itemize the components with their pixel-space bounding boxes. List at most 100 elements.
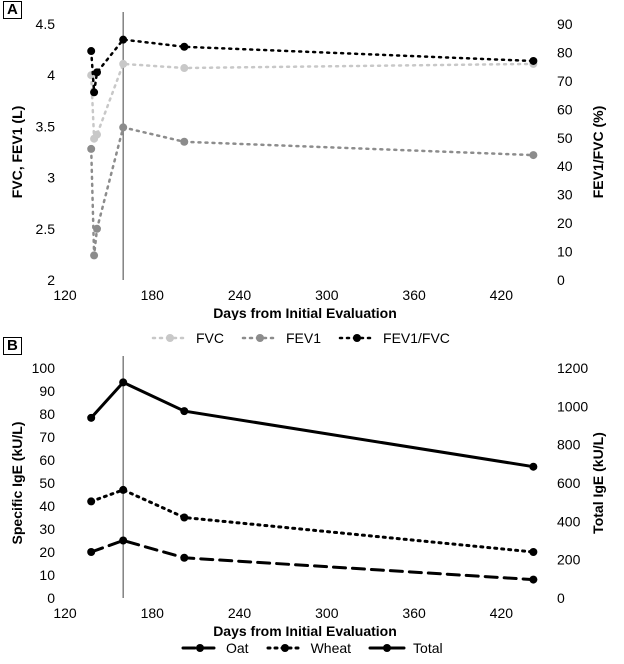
- chart-b-series-total-point: [87, 413, 96, 422]
- chart-a-series-fev1-point: [93, 224, 101, 233]
- chart-b-y2-tick-label: 800: [557, 437, 581, 453]
- chart-b-legend-swatch-oat: [181, 644, 219, 652]
- legend-b: Oat Wheat Total: [180, 640, 443, 656]
- chart-b-x-tick-label: 120: [53, 605, 77, 621]
- chart-b-x-tick-label: 360: [402, 605, 426, 621]
- chart-b-x-tick-label: 300: [315, 605, 339, 621]
- chart-a-series-fev1-fvc-point: [93, 68, 101, 77]
- chart-a-series-fev1-fvc-point: [87, 47, 96, 56]
- chart-b-legend-swatch-marker: [383, 644, 392, 652]
- chart-a-series-fev1-point: [90, 251, 99, 260]
- chart-a-y2-tick-label: 10: [557, 244, 573, 260]
- chart-b-series-oat-point: [119, 536, 128, 545]
- chart-a-y-tick-label: 3.5: [36, 118, 56, 134]
- chart-a-x-tick-label: 420: [490, 287, 514, 303]
- chart-b-x-tick-label: 240: [228, 605, 252, 621]
- chart-a: 2 2.5 3 3.5 4 4.5 0 10 20 30 40 50 60 70 80 90 120 180 240…: [9, 12, 606, 320]
- chart-a-x-tick-label: 360: [402, 287, 426, 303]
- chart-b-y-tick-label: 50: [39, 475, 55, 491]
- chart-a-series-fev1-fvc-point: [119, 35, 128, 44]
- chart-b-series-wheat-point: [529, 548, 538, 556]
- chart-b-series-oat-point: [87, 548, 96, 556]
- chart-a-y2-tick-label: 0: [557, 272, 565, 288]
- chart-a-x-tick-label: 120: [53, 287, 77, 303]
- chart-b-y2-axis-title: Total IgE (kU/L): [590, 432, 606, 534]
- chart-a-legend-item-fev1-fvc: FEV1/FVC: [337, 330, 450, 346]
- chart-b-y2-tick-label: 400: [557, 513, 581, 529]
- chart-a-legend-swatch-fvc: [151, 334, 189, 342]
- chart-a-y2-tick-label: 20: [557, 215, 573, 231]
- chart-b-x-axis-title: Days from Initial Evaluation: [213, 623, 397, 639]
- chart-b-series-total-point: [529, 462, 538, 471]
- chart-a-series-fev1-point: [87, 144, 96, 153]
- chart-a-y2-tick-label: 40: [557, 158, 573, 174]
- chart-b-legend-swatch-marker: [280, 644, 289, 652]
- chart-a-y2-tick-label: 80: [557, 44, 573, 60]
- chart-b-x-tick-label: 180: [141, 605, 165, 621]
- chart-a-legend-swatch-marker: [353, 334, 362, 342]
- chart-b-legend-swatch-wheat: [266, 644, 304, 652]
- legend-a: FVC FEV1 FEV1/FVC: [150, 330, 450, 346]
- chart-a-y-axis-title: FVC, FEV1 (L): [9, 106, 25, 199]
- chart-b-legend-label: Oat: [226, 640, 249, 656]
- chart-a-legend-swatch-marker: [166, 334, 174, 342]
- chart-a-series-fev1-point: [119, 123, 128, 132]
- chart-a-legend-swatch-fev1: [241, 334, 279, 342]
- chart-b-y-axis-title: Specific IgE (kU/L): [9, 422, 25, 545]
- chart-a-legend-item-fev1: FEV1: [240, 330, 321, 346]
- chart-a-x-tick-label: 180: [141, 287, 165, 303]
- chart-a-legend-swatch-marker: [256, 334, 264, 342]
- chart-a-legend-label: FVC: [196, 330, 224, 346]
- chart-a-series-fev1-point: [180, 137, 189, 146]
- panel-label-a: A: [3, 1, 22, 19]
- chart-b-x-tick-label: 420: [490, 605, 514, 621]
- chart-b-series-wheat-line: [89, 488, 535, 554]
- chart-a-y-tick-label: 4.5: [36, 16, 56, 32]
- chart-a-series-fev1-fvc-point: [90, 88, 99, 97]
- panel-label-b: B: [3, 337, 22, 355]
- chart-a-series-fvc-point: [180, 64, 189, 73]
- chart-b-y2-tick-label: 1000: [557, 398, 588, 414]
- chart-a-legend-item-fvc: FVC: [150, 330, 224, 346]
- chart-b-legend-item-wheat: Wheat: [265, 640, 351, 656]
- chart-b-series-total-line: [89, 380, 535, 469]
- chart-b-y-tick-label: 60: [39, 452, 55, 468]
- chart-a-series-fev1-fvc-point: [180, 42, 189, 51]
- chart-a-series-fev1-fvc-point: [529, 56, 538, 65]
- chart-b-y-tick-label: 40: [39, 498, 55, 514]
- chart-b-series-wheat-point: [180, 513, 189, 522]
- chart-b-y2-tick-label: 0: [557, 590, 565, 606]
- chart-b-y-tick-label: 100: [32, 360, 56, 376]
- chart-a-legend-swatch-fev1-fvc: [338, 334, 376, 342]
- chart-b-y-tick-label: 0: [47, 590, 55, 606]
- chart-b-y-tick-label: 10: [39, 567, 55, 583]
- chart-a-y-tick-label: 2: [47, 272, 55, 288]
- chart-b-legend-item-oat: Oat: [180, 640, 249, 656]
- chart-a-y2-tick-label: 70: [557, 73, 573, 89]
- chart-b-y-tick-label: 80: [39, 406, 55, 422]
- chart-a-series-fvc-point: [119, 59, 128, 68]
- chart-a-x-tick-label: 240: [228, 287, 252, 303]
- chart-b: 0102030405060708090100020040060080010001…: [9, 356, 606, 639]
- chart-a-x-axis-title: Days from Initial Evaluation: [213, 305, 397, 320]
- chart-b-y2-tick-label: 600: [557, 475, 581, 491]
- chart-a-y2-tick-label: 50: [557, 130, 573, 146]
- chart-a-legend-label: FEV1: [286, 330, 322, 346]
- chart-a-y2-axis-title: FEV1/FVC (%): [590, 106, 606, 199]
- chart-a-y2-tick-label: 30: [557, 187, 573, 203]
- chart-b-legend-swatch-total: [368, 644, 406, 652]
- chart-b-series-oat-point: [529, 575, 538, 584]
- chart-a-y-tick-label: 4: [47, 67, 55, 83]
- chart-a-y-tick-label: 3: [47, 170, 55, 186]
- chart-b-series-oat-point: [180, 553, 189, 562]
- chart-a-series-fev1-point: [529, 151, 538, 160]
- chart-b-legend-label: Wheat: [310, 640, 352, 656]
- chart-a-y2-tick-label: 90: [557, 16, 573, 32]
- chart-b-series-oat-line: [89, 538, 535, 582]
- chart-b-series-total-point: [119, 378, 128, 387]
- chart-b-y-tick-label: 30: [39, 521, 55, 537]
- chart-a-y-tick-label: 2.5: [36, 221, 56, 237]
- chart-b-legend-item-total: Total: [367, 640, 443, 656]
- chart-a-series-fvc-line: [89, 62, 535, 143]
- chart-a-series-fev1-fvc-line: [89, 38, 535, 93]
